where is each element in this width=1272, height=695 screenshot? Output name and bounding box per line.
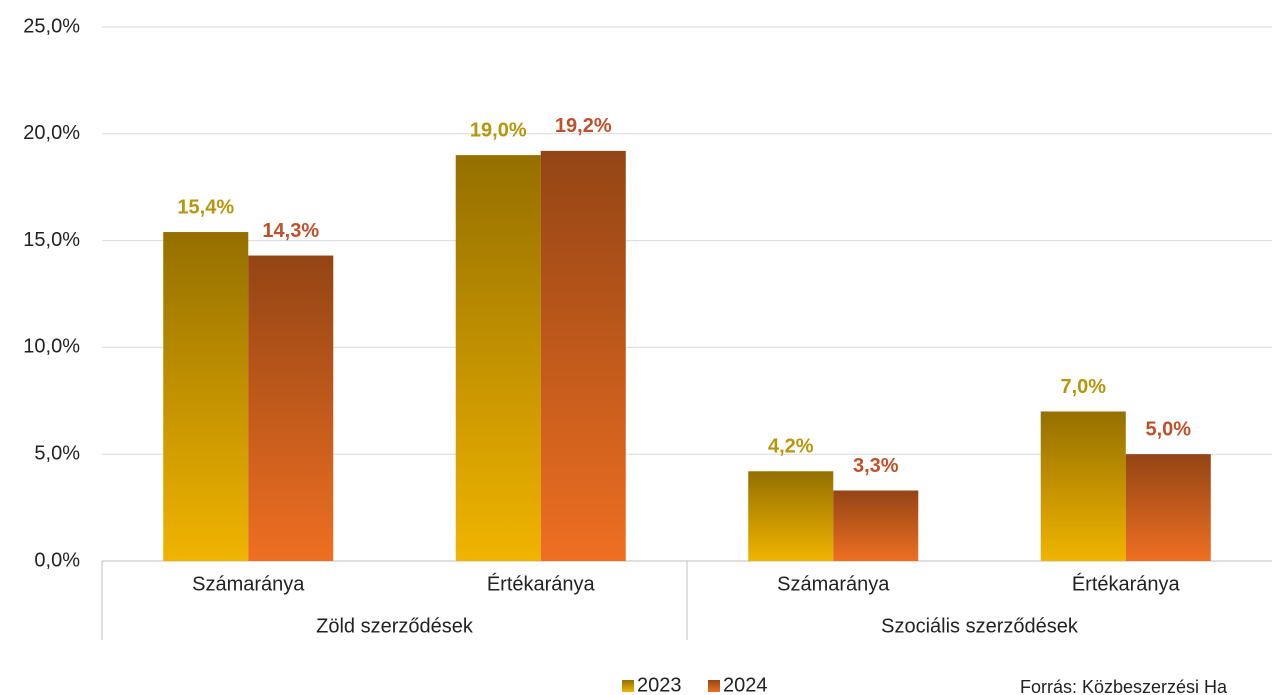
y-tick-label: 10,0% <box>23 336 80 358</box>
bar-shade <box>833 490 919 561</box>
y-tick-label: 5,0% <box>34 442 80 464</box>
group-label: Zöld szerződések <box>316 615 474 637</box>
y-tick-label: 25,0% <box>23 15 80 37</box>
legend-label: 2023 <box>637 674 682 695</box>
group-label: Szociális szerződések <box>881 615 1079 637</box>
x-tick-label: Értékaránya <box>1072 572 1181 595</box>
y-tick-label: 20,0% <box>23 122 80 144</box>
value-label: 19,0% <box>470 119 527 141</box>
bar-shade <box>1040 411 1126 561</box>
value-label: 14,3% <box>262 220 319 242</box>
y-tick-label: 15,0% <box>23 229 80 251</box>
y-tick-label: 0,0% <box>34 549 80 571</box>
value-label: 3,3% <box>853 455 899 477</box>
bar-shade <box>748 471 834 561</box>
bar-shade <box>163 232 249 561</box>
value-label: 15,4% <box>177 196 234 218</box>
source-note: Forrás: Közbeszerzési Ha <box>1020 677 1228 695</box>
x-tick-label: Értékaránya <box>487 572 596 595</box>
legend-swatch-shade <box>622 680 634 692</box>
value-label: 7,0% <box>1060 376 1106 398</box>
legend-swatch-shade <box>708 680 720 692</box>
x-tick-label: Számaránya <box>192 573 305 595</box>
bar-shade <box>1125 454 1211 561</box>
bar-shade <box>540 150 626 561</box>
legend-label: 2024 <box>723 674 768 695</box>
x-tick-label: Számaránya <box>777 573 890 595</box>
value-label: 4,2% <box>768 436 814 458</box>
bar-shade <box>455 155 541 561</box>
bar-shade <box>248 255 334 561</box>
value-label: 19,2% <box>555 115 612 137</box>
value-label: 5,0% <box>1145 418 1191 440</box>
